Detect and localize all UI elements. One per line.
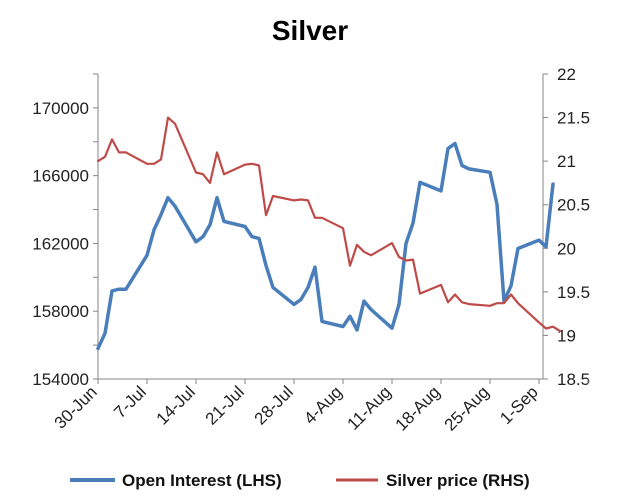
left-tick-label: 162000 (32, 234, 89, 253)
right-tick-label: 21.5 (557, 109, 590, 128)
series-lines (96, 116, 562, 351)
left-tick-label: 158000 (32, 302, 89, 321)
silver-price-line (96, 116, 562, 333)
x-tick-label: 18-Aug (392, 382, 444, 434)
x-tick-label: 4-Aug (300, 382, 346, 428)
legend-label: Silver price (RHS) (386, 471, 530, 490)
right-tick-label: 18.5 (557, 370, 590, 389)
legend: Open Interest (LHS) Silver price (RHS) (70, 471, 530, 490)
right-axis-ticks: 18.5 19 19.5 20 20.5 21 21.5 22 (543, 65, 590, 389)
x-tick-label: 1-Sep (496, 382, 542, 428)
x-tick-label: 11-Aug (344, 382, 395, 433)
right-tick-label: 19.5 (557, 283, 590, 302)
open-interest-line (96, 141, 555, 351)
x-tick-label: 7-Jul (110, 382, 149, 421)
x-axis-ticks: 30-Jun 7-Jul 14-Jul 21-Jul 28-Jul 4-Aug11-Aug… (51, 379, 589, 435)
x-tick-label: 30-Jun (51, 382, 101, 432)
x-tick-label: 28-Jul (251, 382, 297, 428)
left-tick-label: 170000 (32, 99, 89, 118)
right-tick-label: 19 (557, 326, 576, 345)
left-tick-label: 166000 (32, 167, 89, 186)
right-tick-label: 20 (557, 239, 576, 258)
chart-title: Silver (272, 15, 348, 46)
left-axis-ticks: 154000 158000 162000 166000 170000 (32, 73, 98, 389)
x-tick-label: 14-Jul (153, 382, 199, 428)
right-tick-label: 21 (557, 152, 576, 171)
x-tick-label: 21-Jul (202, 382, 248, 428)
x-tick-label: 25-Aug (441, 382, 493, 434)
left-tick-label: 154000 (32, 370, 89, 389)
legend-label: Open Interest (LHS) (122, 471, 282, 490)
right-tick-label: 22 (557, 65, 576, 84)
axes (97, 74, 544, 380)
right-tick-label: 20.5 (557, 196, 590, 215)
